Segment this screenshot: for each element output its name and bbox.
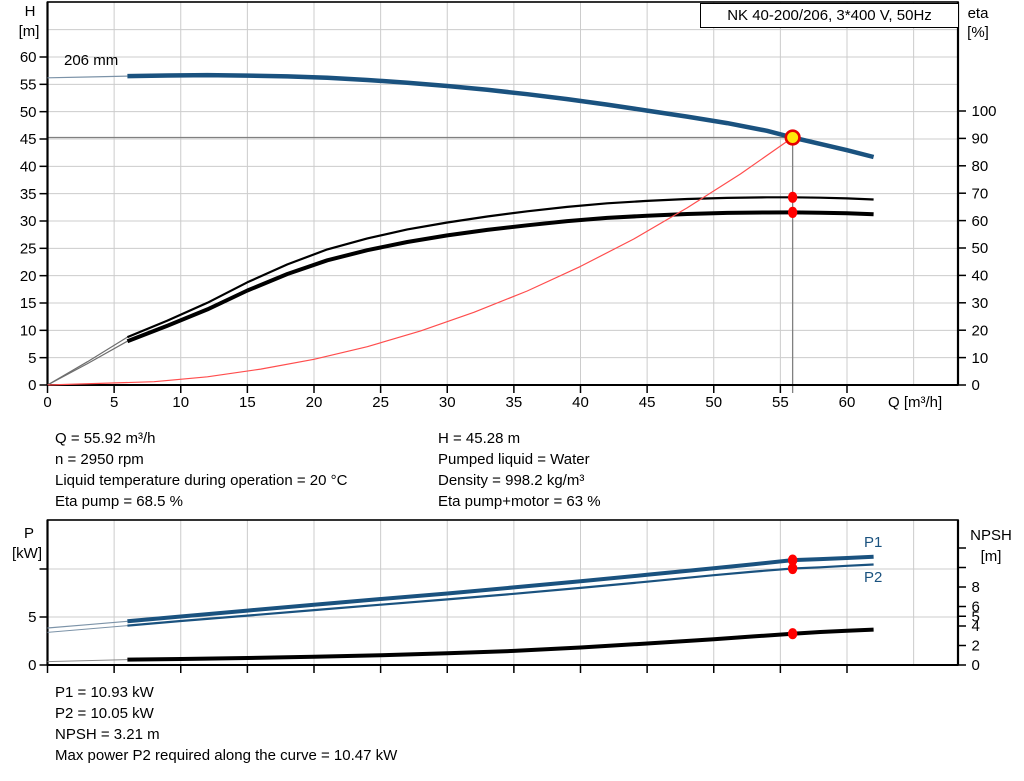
x-axis-tick-label: 60: [839, 394, 856, 411]
p2-curve-label: P2: [864, 569, 882, 586]
p1-curve-label: P1: [864, 534, 882, 551]
x-axis-tick-label: 20: [306, 394, 323, 411]
eta-pump-motor-curve: [126, 210, 874, 344]
y-right-tick-label: 90: [972, 131, 989, 148]
y-right-tick-label: 4: [972, 618, 980, 635]
info-speed: n = 2950 rpm: [55, 451, 144, 468]
y-left-tick-label: 0: [28, 657, 36, 674]
y-right-tick-label: 60: [972, 213, 989, 230]
p1-point-marker: [787, 554, 798, 566]
x-axis-tick-label: 30: [439, 394, 456, 411]
npsh-curve: [127, 627, 874, 662]
info-eta-pump: Eta pump = 68.5 %: [55, 493, 183, 510]
y-left-tick-label: 0: [28, 377, 36, 394]
y-right-tick-label: 8: [972, 579, 980, 596]
p2-point-marker: [787, 562, 798, 575]
x-axis-tick-label: 55: [772, 394, 789, 411]
x-axis-tick-label: 40: [572, 394, 589, 411]
x-axis-tick-label: 15: [239, 394, 256, 411]
x-axis-tick-label: 0: [43, 394, 51, 411]
y-left-tick-label: 50: [20, 104, 37, 121]
y-right-tick-label: 50: [972, 240, 989, 257]
y-left-tick-label: 35: [20, 186, 37, 203]
npsh-curve-lead: [47, 659, 128, 663]
y-right-tick-label: 0: [972, 657, 980, 674]
x-axis-unit-label: Q [m³/h]: [888, 394, 942, 411]
power-data: P1 = 10.93 kW P2 = 10.05 kW NPSH = 3.21 …: [55, 682, 397, 766]
y-right-axis-title: eta: [968, 5, 990, 22]
y-right-axis-title: [%]: [967, 24, 989, 41]
y-right-tick-label: 2: [972, 638, 980, 655]
x-axis-tick-label: 50: [705, 394, 722, 411]
operating-data-right: H = 45.28 m Pumped liquid = Water Densit…: [438, 428, 601, 512]
y-left-axis-title: [kW]: [12, 545, 42, 562]
h-curve-lead: [47, 75, 128, 79]
p2-curve: [127, 563, 874, 627]
eta-pump-point-marker: [787, 191, 798, 203]
info-flow: Q = 55.92 m³/h: [55, 430, 156, 447]
x-axis-tick-label: 25: [372, 394, 389, 411]
eta-pump-motor-curve-lead: [47, 340, 128, 386]
eta-pump-curve-lead: [47, 336, 128, 386]
info-head: H = 45.28 m: [438, 430, 521, 447]
info-p2: P2 = 10.05 kW: [55, 705, 154, 722]
eta-pump-curve: [126, 196, 874, 339]
npsh-point-marker: [787, 628, 798, 640]
system-curve: [47, 137, 793, 386]
y-right-tick-label: 30: [972, 295, 989, 312]
info-p1: P1 = 10.93 kW: [55, 684, 154, 701]
p1-curve: [127, 554, 874, 624]
eta-pump-motor-point-marker: [787, 206, 798, 218]
duty-point-marker[interactable]: [784, 129, 801, 146]
y-left-tick-label: 60: [20, 49, 37, 66]
y-right-tick-label: 70: [972, 185, 989, 202]
y-left-tick-label: 40: [20, 159, 37, 176]
y-right-tick-label: 0: [972, 377, 980, 394]
y-left-tick-label: 20: [20, 268, 37, 285]
y-left-axis-title: P: [24, 525, 34, 542]
y-right-tick-label: 80: [972, 158, 989, 175]
y-right-tick-label: 40: [972, 268, 989, 285]
x-axis-tick-label: 10: [172, 394, 189, 411]
y-left-tick-label: 25: [20, 241, 37, 258]
impeller-diameter-label: 206 mm: [64, 52, 118, 69]
p1-curve-lead: [47, 620, 128, 629]
y-left-tick-label: 30: [20, 213, 37, 230]
y-left-axis-title: [m]: [19, 23, 40, 40]
info-npsh: NPSH = 3.21 m: [55, 726, 160, 743]
y-left-tick-label: 55: [20, 77, 37, 94]
info-max-power-p2: Max power P2 required along the curve = …: [55, 747, 398, 764]
info-liquid-temperature: Liquid temperature during operation = 20…: [55, 472, 348, 489]
pump-title-box: NK 40-200/206, 3*400 V, 50Hz: [700, 3, 959, 28]
y-left-tick-label: 5: [28, 609, 36, 626]
y-left-tick-label: 10: [20, 323, 37, 340]
y-right-tick-label: 6: [972, 599, 980, 616]
info-eta-pump-motor: Eta pump+motor = 63 %: [438, 493, 601, 510]
operating-data-left: Q = 55.92 m³/h n = 2950 rpm Liquid tempe…: [55, 428, 347, 512]
h-curve: [127, 72, 875, 160]
info-density: Density = 998.2 kg/m³: [438, 472, 585, 489]
y-right-axis-title: [m]: [981, 548, 1002, 565]
x-axis-tick-label: 35: [506, 394, 523, 411]
plot-border: [46, 519, 959, 666]
y-left-tick-label: 45: [20, 131, 37, 148]
y-left-tick-label: 5: [28, 350, 36, 367]
y-right-tick-label: 5: [972, 608, 980, 625]
p2-curve-lead: [47, 625, 128, 633]
y-right-tick-label: 20: [972, 322, 989, 339]
y-left-axis-title: H: [25, 3, 36, 20]
x-axis-tick-label: 5: [110, 394, 118, 411]
info-pumped-liquid: Pumped liquid = Water: [438, 451, 590, 468]
y-right-tick-label: 10: [972, 350, 989, 367]
y-left-tick-label: 15: [20, 295, 37, 312]
x-axis-tick-label: 45: [639, 394, 656, 411]
y-right-tick-label: 100: [972, 103, 997, 120]
y-right-axis-title: NPSH: [970, 527, 1012, 544]
